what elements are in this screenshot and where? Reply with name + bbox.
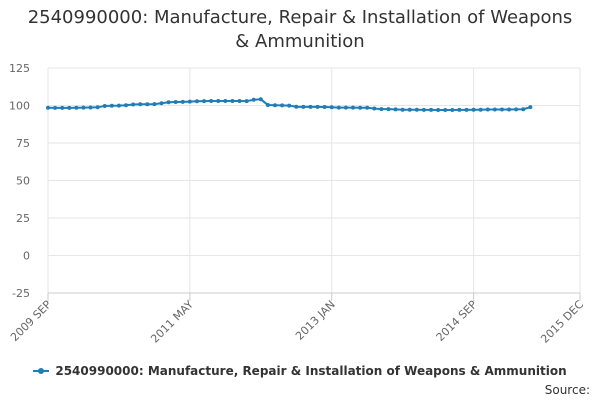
chart-title-line-1: 2540990000: Manufacture, Repair & Instal… xyxy=(27,7,573,28)
data-point[interactable] xyxy=(152,102,157,107)
data-point[interactable] xyxy=(251,97,256,102)
data-point[interactable] xyxy=(124,103,129,108)
y-tick-label: 100 xyxy=(9,100,30,113)
data-point[interactable] xyxy=(53,105,58,110)
data-point[interactable] xyxy=(272,103,277,108)
data-point[interactable] xyxy=(294,104,299,109)
data-point[interactable] xyxy=(81,105,86,110)
data-point[interactable] xyxy=(209,99,214,103)
legend-series-label: 2540990000: Manufacture, Repair & Instal… xyxy=(55,364,567,378)
x-tick-label: 2013 JAN xyxy=(293,298,338,343)
y-tick-label: 75 xyxy=(16,137,30,150)
data-point[interactable] xyxy=(499,107,504,112)
x-tick-label: 2009 SEP xyxy=(8,298,54,344)
data-point[interactable] xyxy=(436,108,441,112)
data-point[interactable] xyxy=(280,103,285,108)
data-point[interactable] xyxy=(60,105,65,110)
data-point[interactable] xyxy=(166,100,171,105)
data-point[interactable] xyxy=(528,105,533,110)
data-point[interactable] xyxy=(159,101,164,106)
legend-item-series[interactable]: 2540990000: Manufacture, Repair & Instal… xyxy=(33,364,567,378)
data-point[interactable] xyxy=(237,99,242,103)
data-point[interactable] xyxy=(265,103,270,108)
y-tick-label: 0 xyxy=(23,250,30,263)
data-point[interactable] xyxy=(400,107,405,112)
data-point[interactable] xyxy=(194,99,199,104)
data-point[interactable] xyxy=(109,103,114,108)
x-tick-label: 2015 DEC xyxy=(538,298,586,346)
legend-line-marker-icon xyxy=(33,366,50,376)
data-point[interactable] xyxy=(457,107,462,112)
data-point[interactable] xyxy=(379,107,384,112)
y-tick-label: -25 xyxy=(12,287,30,300)
data-point[interactable] xyxy=(386,107,391,112)
data-point[interactable] xyxy=(443,108,448,112)
data-point[interactable] xyxy=(88,105,93,110)
data-point[interactable] xyxy=(202,99,207,104)
data-point[interactable] xyxy=(329,105,334,110)
data-point[interactable] xyxy=(471,107,476,112)
data-point[interactable] xyxy=(308,104,313,109)
data-point[interactable] xyxy=(421,107,426,112)
chart-title: 2540990000: Manufacture, Repair & Instal… xyxy=(0,6,600,54)
data-point[interactable] xyxy=(46,105,50,110)
data-point[interactable] xyxy=(414,107,419,112)
data-point[interactable] xyxy=(301,104,306,109)
data-point[interactable] xyxy=(492,107,497,112)
data-point[interactable] xyxy=(187,99,192,104)
data-point[interactable] xyxy=(138,102,143,107)
data-point[interactable] xyxy=(95,105,100,110)
data-point[interactable] xyxy=(180,99,185,104)
data-point[interactable] xyxy=(244,99,249,104)
data-point[interactable] xyxy=(230,99,235,103)
data-point[interactable] xyxy=(450,108,455,112)
data-point[interactable] xyxy=(322,105,327,109)
data-point[interactable] xyxy=(358,105,363,110)
data-point[interactable] xyxy=(393,107,398,112)
data-point[interactable] xyxy=(336,105,341,110)
data-point[interactable] xyxy=(287,103,292,108)
data-point[interactable] xyxy=(514,107,519,112)
data-point[interactable] xyxy=(173,100,178,105)
data-point[interactable] xyxy=(343,105,348,110)
data-point[interactable] xyxy=(351,105,356,110)
data-point[interactable] xyxy=(365,105,370,110)
data-point[interactable] xyxy=(116,103,121,108)
x-tick-label: 2011 MAY xyxy=(148,298,196,346)
data-point[interactable] xyxy=(464,107,469,112)
data-point[interactable] xyxy=(67,105,72,110)
data-point[interactable] xyxy=(258,97,263,102)
data-point[interactable] xyxy=(145,102,150,107)
data-point[interactable] xyxy=(216,99,221,103)
data-point[interactable] xyxy=(521,107,526,112)
data-point[interactable] xyxy=(315,104,320,109)
source-label: Source: xyxy=(544,383,590,397)
data-point[interactable] xyxy=(131,102,136,107)
chart-legend: 2540990000: Manufacture, Repair & Instal… xyxy=(0,364,600,379)
chart-title-line-2: & Ammunition xyxy=(235,31,365,52)
data-point[interactable] xyxy=(507,107,512,112)
data-point[interactable] xyxy=(74,105,79,110)
data-point[interactable] xyxy=(372,106,377,111)
data-point[interactable] xyxy=(223,99,228,103)
y-tick-label: 125 xyxy=(9,62,30,75)
data-point[interactable] xyxy=(478,107,483,112)
series-group xyxy=(46,97,533,112)
y-axis: -25 0 25 50 75 100 125 xyxy=(9,62,30,300)
grid-lines xyxy=(47,67,581,294)
data-point[interactable] xyxy=(407,107,412,112)
x-tick-label: 2014 SEP xyxy=(434,298,480,344)
data-point[interactable] xyxy=(102,103,107,108)
x-axis: 2009 SEP 2011 MAY 2013 JAN 2014 SEP 2015 DEC xyxy=(8,292,586,346)
y-tick-label: 50 xyxy=(16,175,30,188)
y-tick-label: 25 xyxy=(16,212,30,225)
data-point[interactable] xyxy=(429,107,434,112)
data-point[interactable] xyxy=(485,107,490,112)
